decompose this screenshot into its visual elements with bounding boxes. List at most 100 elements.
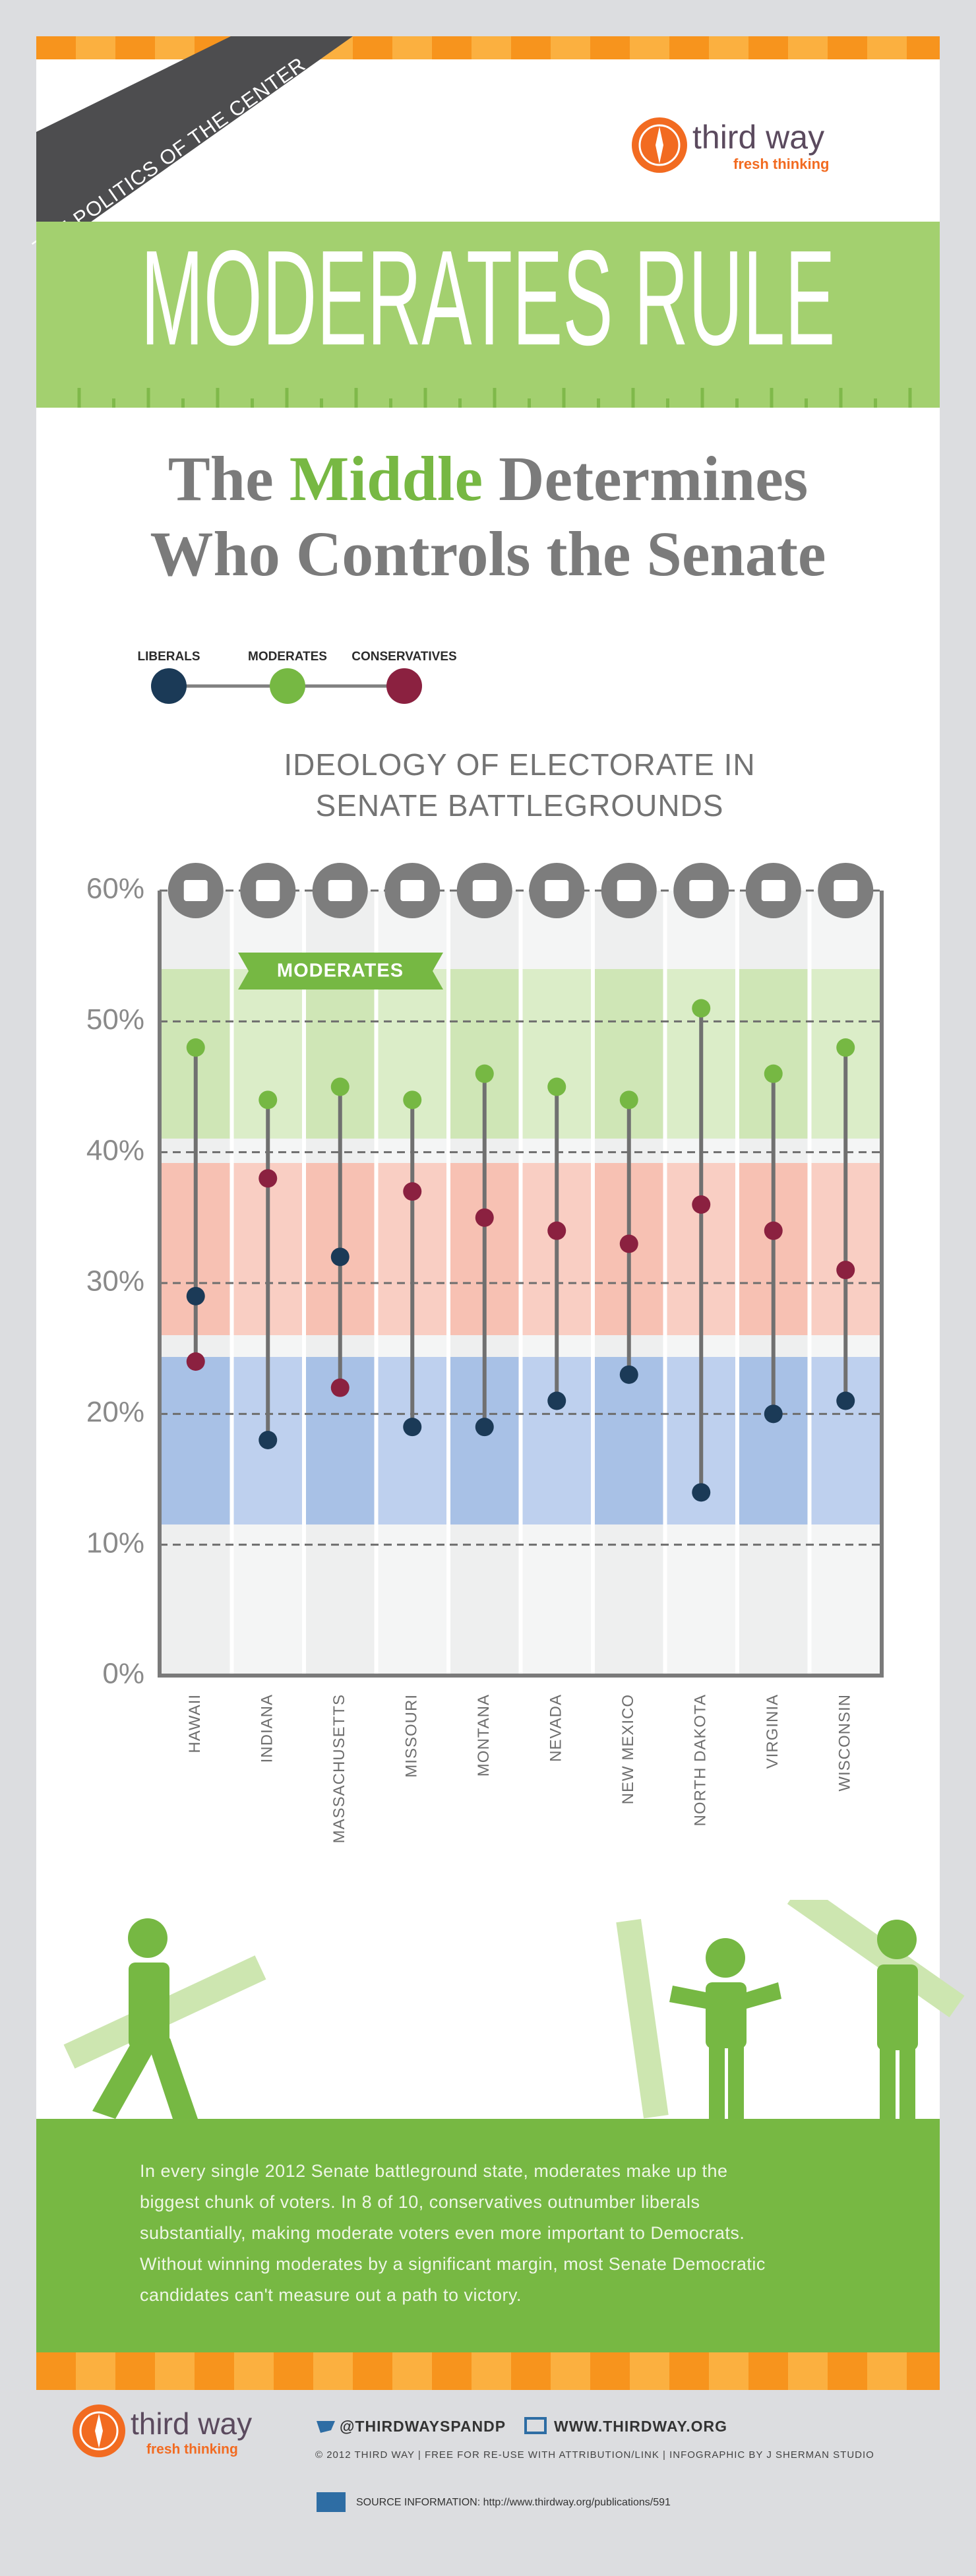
state-shape (328, 880, 352, 901)
footer: third way fresh thinking @THIRDWAYSPANDP… (73, 2404, 874, 2512)
legend-swatch (386, 668, 422, 704)
dot (764, 1221, 783, 1240)
source: SOURCE INFORMATION: http://www.thirdway.… (356, 2497, 671, 2508)
dot (547, 1391, 566, 1410)
y-tick-label: 60% (86, 873, 144, 905)
illustration (63, 1900, 965, 2119)
dot (764, 1404, 783, 1424)
state-shape (472, 880, 497, 901)
x-tick-label: NORTH DAKOTA (692, 1694, 710, 1826)
figure-right (787, 1900, 965, 2119)
logo-name: third way (692, 119, 824, 156)
twitter-icon (317, 2421, 335, 2433)
summary-line: substantially, making moderate voters ev… (140, 2223, 745, 2243)
dot (692, 999, 711, 1018)
dot (259, 1090, 278, 1110)
footer-logo-needle (95, 2414, 103, 2448)
chart-title-1: IDEOLOGY OF ELECTORATE IN (284, 747, 756, 782)
dot (547, 1221, 566, 1240)
state-shape (400, 880, 425, 901)
dot (403, 1090, 422, 1110)
footer-logo-name: third way (131, 2406, 252, 2441)
dot (259, 1431, 278, 1449)
state-shape (545, 880, 569, 901)
source-icon (317, 2492, 346, 2512)
dot (330, 1378, 350, 1397)
dot (692, 1483, 711, 1502)
zone-band (595, 1357, 663, 1524)
state-shape (256, 880, 280, 901)
footer-logo-tagline: fresh thinking (146, 2442, 238, 2457)
dot (692, 1195, 711, 1214)
summary-text: In every single 2012 Senate battleground… (140, 2156, 918, 2311)
web-icon (524, 2417, 547, 2434)
dot (619, 1090, 638, 1110)
dot (475, 1064, 494, 1083)
dot (403, 1182, 422, 1201)
credits: © 2012 THIRD WAY | FREE FOR RE-USE WITH … (315, 2449, 874, 2461)
x-tick-label: WISCONSIN (836, 1694, 854, 1792)
figure-left (63, 1918, 266, 2119)
dot (403, 1418, 422, 1437)
dot (836, 1038, 855, 1057)
legend-label: LIBERALS (138, 650, 200, 664)
x-tick-label: VIRGINIA (764, 1694, 781, 1769)
summary-panel (36, 2119, 940, 2352)
legend-label: MODERATES (248, 650, 327, 664)
chart: 0% 10% 20% 30% 40% 50% 60% MODERATES HAWAII INDIA… (86, 863, 884, 1843)
legend-swatch (270, 668, 305, 704)
state-shape (617, 880, 641, 901)
legend: LIBERALS MODERATES CONSERVATIVES (138, 650, 457, 704)
state-shape (761, 880, 785, 901)
legend-label: CONSERVATIVES (351, 650, 456, 664)
ribbon (36, 36, 353, 261)
y-tick-label: 40% (86, 1134, 144, 1166)
subtitle-text: The (168, 443, 274, 514)
summary-line: candidates can't measure out a path to v… (140, 2285, 522, 2305)
state-shape (834, 880, 858, 901)
y-tick-label: 20% (86, 1396, 144, 1428)
bottom-stripe (36, 2352, 940, 2390)
dot (475, 1208, 494, 1227)
logo-needle (656, 127, 663, 164)
x-tick-label: MASSACHUSETTS (330, 1694, 348, 1843)
dot (186, 1038, 205, 1057)
summary-line: Without winning moderates by a significa… (140, 2254, 766, 2274)
subtitle-text: Determines (499, 443, 808, 514)
dot (836, 1391, 855, 1410)
dot (186, 1352, 205, 1371)
dot (186, 1286, 205, 1305)
summary-line: In every single 2012 Senate battleground… (140, 2161, 728, 2181)
y-tick-label: 50% (86, 1003, 144, 1036)
zone-band (162, 1357, 230, 1524)
header-graphics: THE POLITICS OF THE CENTER third way fre… (29, 36, 940, 408)
dot (330, 1077, 350, 1096)
dot (619, 1365, 638, 1384)
subtitle-line1: The Middle Determines (36, 447, 940, 511)
y-tick-label: 0% (102, 1658, 144, 1690)
dot (547, 1077, 566, 1096)
subtitle-line2: Who Controls the Senate (150, 518, 826, 589)
dot (764, 1064, 783, 1083)
x-tick-label: HAWAII (186, 1694, 204, 1753)
x-tick-label: NEVADA (547, 1694, 565, 1762)
title-banner (36, 222, 940, 408)
logo-ring (638, 124, 681, 166)
band-tag (238, 953, 443, 990)
top-stripe (36, 36, 940, 59)
legend-swatch (151, 668, 187, 704)
y-tick-label: 30% (86, 1265, 144, 1298)
website: WWW.THIRDWAY.ORG (554, 2418, 727, 2435)
twitter-handle: @THIRDWAYSPANDP (340, 2418, 506, 2435)
logo-tagline: fresh thinking (733, 156, 829, 172)
state-shape (183, 880, 208, 901)
x-tick-label: MONTANA (475, 1694, 493, 1776)
summary-line: biggest chunk of voters. In 8 of 10, con… (140, 2192, 700, 2212)
dot (475, 1418, 494, 1437)
band-tag-label: MODERATES (277, 960, 404, 982)
chart-title-2: SENATE BATTLEGROUNDS (315, 788, 724, 823)
y-tick-label: 10% (86, 1526, 144, 1559)
dot (259, 1169, 278, 1188)
x-tick-label: NEW MEXICO (619, 1694, 637, 1804)
